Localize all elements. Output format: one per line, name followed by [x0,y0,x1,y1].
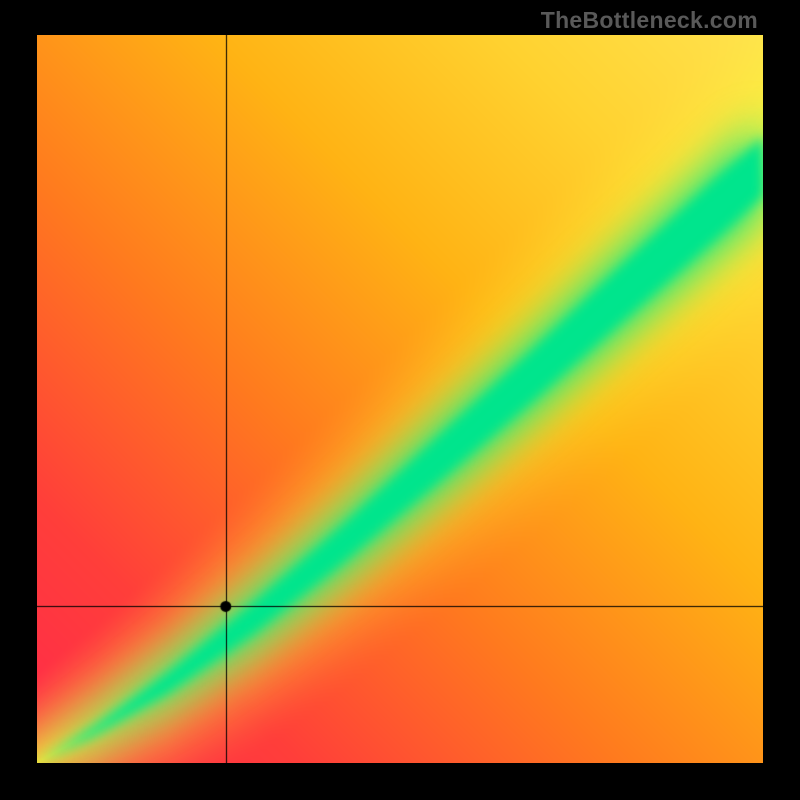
bottleneck-heatmap [37,35,763,763]
watermark-label: TheBottleneck.com [541,7,758,34]
